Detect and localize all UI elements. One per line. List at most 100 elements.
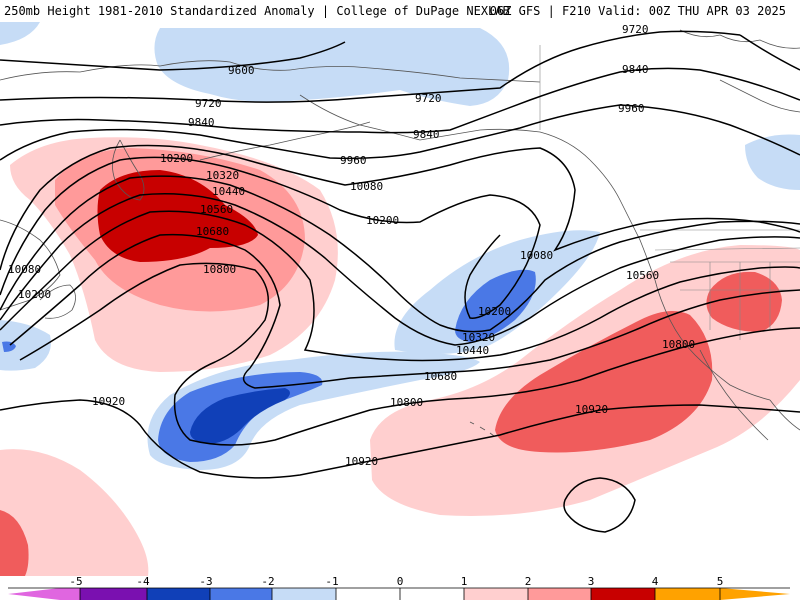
positive-anomaly-south-left — [0, 449, 149, 576]
colorbar-bin-zero-pos — [400, 588, 464, 600]
label-10440-w: 10440 — [212, 185, 245, 198]
tick-label-neg2: -2 — [261, 576, 274, 588]
label-10200-low: 10200 — [478, 305, 511, 318]
label-10800-c: 10800 — [390, 396, 423, 409]
tick-label-pos3: 3 — [588, 576, 595, 588]
anomaly-colorbar: -5 -4 -3 -2 -1 0 1 2 3 4 5 — [0, 575, 800, 600]
label-9720-nw: 9720 — [622, 23, 649, 36]
negative-anomaly-alaska — [154, 28, 510, 106]
contour-9840 — [0, 67, 800, 134]
contour-10440 — [0, 193, 800, 346]
state-boundaries — [539, 45, 800, 340]
arctic-islands — [679, 29, 800, 49]
colorbar-bin-neg3 — [147, 588, 210, 600]
coast-kamchatka — [112, 139, 145, 201]
coast-us-west — [654, 279, 771, 401]
colorbar-arrow-right — [720, 588, 790, 600]
contour-9960 — [0, 104, 800, 161]
tick-label-pos5: 5 — [717, 576, 724, 588]
label-9720-c: 9720 — [195, 97, 222, 110]
label-9840-c: 9840 — [413, 128, 440, 141]
label-10800-w: 10800 — [203, 263, 236, 276]
coast-hudson-bay — [719, 79, 800, 113]
colorbar-bin-pos4 — [655, 588, 720, 600]
colorbar-bin-neg4 — [80, 588, 147, 600]
map-panel: 9720 9600 9720 9720 9840 9840 9840 9960 … — [0, 22, 800, 576]
colorbar-bin-pos1 — [464, 588, 528, 600]
label-10080-fw: 10080 — [8, 263, 41, 276]
tick-label-pos4: 4 — [652, 576, 659, 588]
colorbar-arrow-left — [8, 588, 60, 600]
label-9840-w: 9840 — [188, 116, 215, 129]
contour-9720 — [0, 30, 741, 103]
label-10920-c: 10920 — [575, 403, 608, 416]
coast-baja — [699, 349, 769, 441]
coast-asia-east — [0, 219, 61, 311]
contour-labels: 9720 9600 9720 9720 9840 9840 9840 9960 … — [8, 23, 695, 468]
coast-canada-west — [589, 159, 656, 281]
label-9960-c: 9960 — [340, 154, 367, 167]
colorbar-bin-pos3 — [591, 588, 655, 600]
anomaly-shading — [0, 22, 800, 576]
model-run-info: 06Z GFS | F210 Valid: 00Z THU APR 03 202… — [489, 4, 786, 18]
label-10800-e: 10800 — [662, 338, 695, 351]
colorbar-bin-neg1 — [272, 588, 336, 600]
label-10440-low: 10440 — [456, 344, 489, 357]
tick-label-neg3: -3 — [199, 576, 212, 588]
contour-10920-ring — [563, 477, 636, 533]
tick-label-pos1: 1 — [461, 576, 468, 588]
contour-10920 — [0, 399, 800, 479]
positive-anomaly-east-pacific-2 — [495, 311, 713, 453]
label-9600: 9600 — [228, 64, 255, 77]
tick-label-pos2: 2 — [525, 576, 532, 588]
contour-9600 — [0, 41, 346, 71]
label-10200-c: 10200 — [366, 214, 399, 227]
label-10920-w: 10920 — [92, 395, 125, 408]
colorbar-ticks — [79, 588, 721, 600]
coast-mexico — [769, 399, 800, 431]
label-10920-e: 10920 — [345, 455, 378, 468]
contour-10080 — [0, 144, 800, 271]
map-svg: 9720 9600 9720 9720 9840 9840 9840 9960 … — [0, 22, 800, 576]
colorbar-bin-pos2 — [528, 588, 591, 600]
map-header: 250mb Height 1981-2010 Standardized Anom… — [0, 0, 800, 22]
positive-anomaly-west-pacific-3 — [97, 170, 258, 262]
negative-anomaly-far-west-2 — [2, 341, 16, 352]
tick-label-neg5: -5 — [69, 576, 82, 588]
contour-10800 — [19, 262, 800, 446]
tick-label-neg4: -4 — [136, 576, 150, 588]
positive-anomaly-south-left-2 — [0, 510, 29, 576]
tick-label-zero: 0 — [397, 576, 404, 588]
negative-anomaly-nw — [0, 22, 40, 45]
coast-aleutians — [199, 121, 371, 161]
coast-alaska-south — [299, 94, 591, 161]
contour-10320 — [0, 175, 800, 333]
label-10560-e: 10560 — [626, 269, 659, 282]
colorbar-svg: -5 -4 -3 -2 -1 0 1 2 3 4 5 — [8, 575, 790, 600]
label-10320-low: 10320 — [462, 331, 495, 344]
label-10200-fw: 10200 — [18, 288, 51, 301]
label-9840-ne: 9840 — [622, 63, 649, 76]
label-10080-e: 10080 — [520, 249, 553, 262]
negative-anomaly-gulf-low-2 — [455, 269, 536, 342]
positive-anomaly-southwest — [706, 271, 782, 332]
hawaii-islands — [469, 421, 495, 437]
contour-9720-b — [739, 34, 800, 71]
height-contours — [0, 30, 800, 533]
label-9960-e: 9960 — [618, 102, 645, 115]
label-9720-ne: 9720 — [415, 92, 442, 105]
colorbar-labels: -5 -4 -3 -2 -1 0 1 2 3 4 5 — [69, 575, 724, 588]
label-10320-w: 10320 — [206, 169, 239, 182]
coast-alaska-north — [289, 66, 541, 83]
negative-anomaly-far-west — [0, 320, 51, 371]
label-10680-w: 10680 — [196, 225, 229, 238]
label-10560-w: 10560 — [200, 203, 233, 216]
label-10080-c: 10080 — [350, 180, 383, 193]
label-10680-c: 10680 — [424, 370, 457, 383]
colorbar-bin-neg2 — [210, 588, 272, 600]
contour-10680 — [9, 233, 800, 389]
negative-anomaly-central-3 — [190, 388, 290, 444]
label-10200-w: 10200 — [160, 152, 193, 165]
map-title: 250mb Height 1981-2010 Standardized Anom… — [4, 4, 510, 18]
contour-10560 — [0, 210, 800, 362]
